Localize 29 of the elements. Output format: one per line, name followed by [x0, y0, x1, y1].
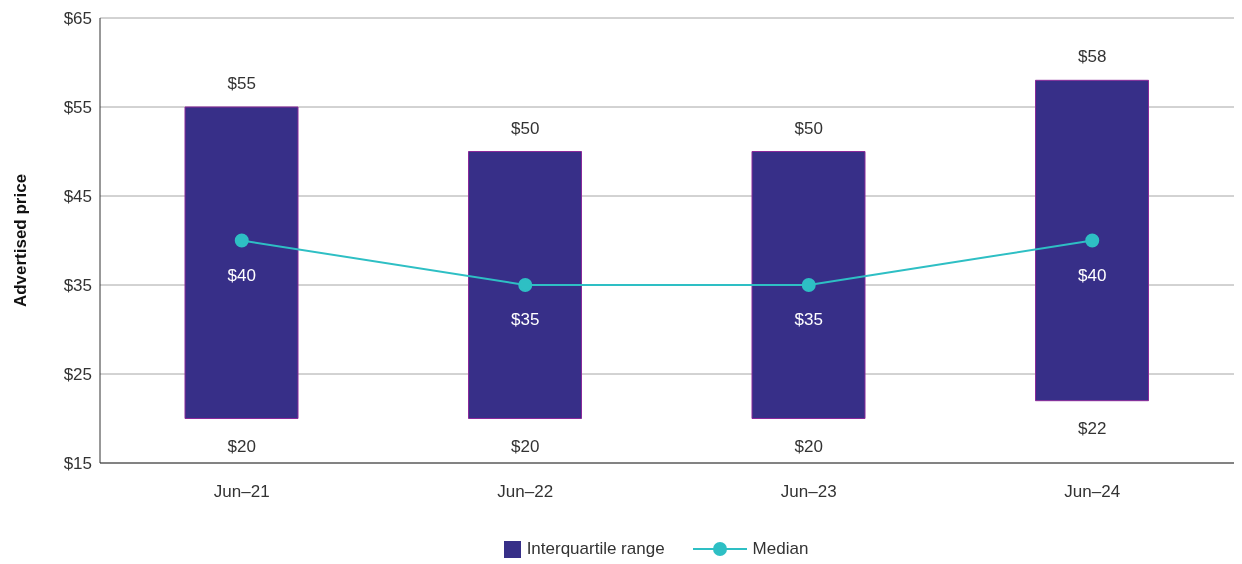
- y-tick-label: $25: [63, 365, 92, 385]
- y-tick-label: $65: [63, 9, 92, 29]
- annotation: $55: [227, 74, 256, 93]
- annotation: $20: [227, 436, 256, 456]
- y-axis-title: Advertised price: [11, 173, 31, 308]
- legend-label: Interquartile range: [526, 539, 665, 559]
- bar: [184, 106, 299, 419]
- bar: [751, 151, 866, 419]
- y-tick-label: $35: [63, 276, 92, 296]
- annotation: $50: [794, 118, 823, 138]
- data-label: $35: [794, 310, 823, 329]
- y-tick-label: $15: [63, 454, 92, 474]
- annotation: $58: [1078, 47, 1107, 67]
- x-tick-label: Jun–22: [497, 482, 554, 502]
- annotation: $22: [1078, 418, 1107, 438]
- y-tick-label: $45: [63, 187, 92, 207]
- legend-label: Median: [752, 539, 809, 559]
- data-label: $40: [227, 265, 256, 285]
- data-label: $35: [511, 310, 540, 329]
- annotation: $20: [794, 436, 823, 456]
- annotation: $20: [511, 436, 540, 456]
- data-label: $40: [1078, 265, 1107, 285]
- bar: [468, 151, 582, 419]
- y-tick-label: $55: [63, 98, 92, 118]
- x-tick-label: Jun–23: [780, 482, 837, 502]
- annotation: $50: [511, 118, 540, 138]
- x-tick-label: Jun–21: [213, 482, 270, 502]
- bar: [1035, 79, 1149, 402]
- x-tick-label: Jun–24: [1064, 482, 1121, 502]
